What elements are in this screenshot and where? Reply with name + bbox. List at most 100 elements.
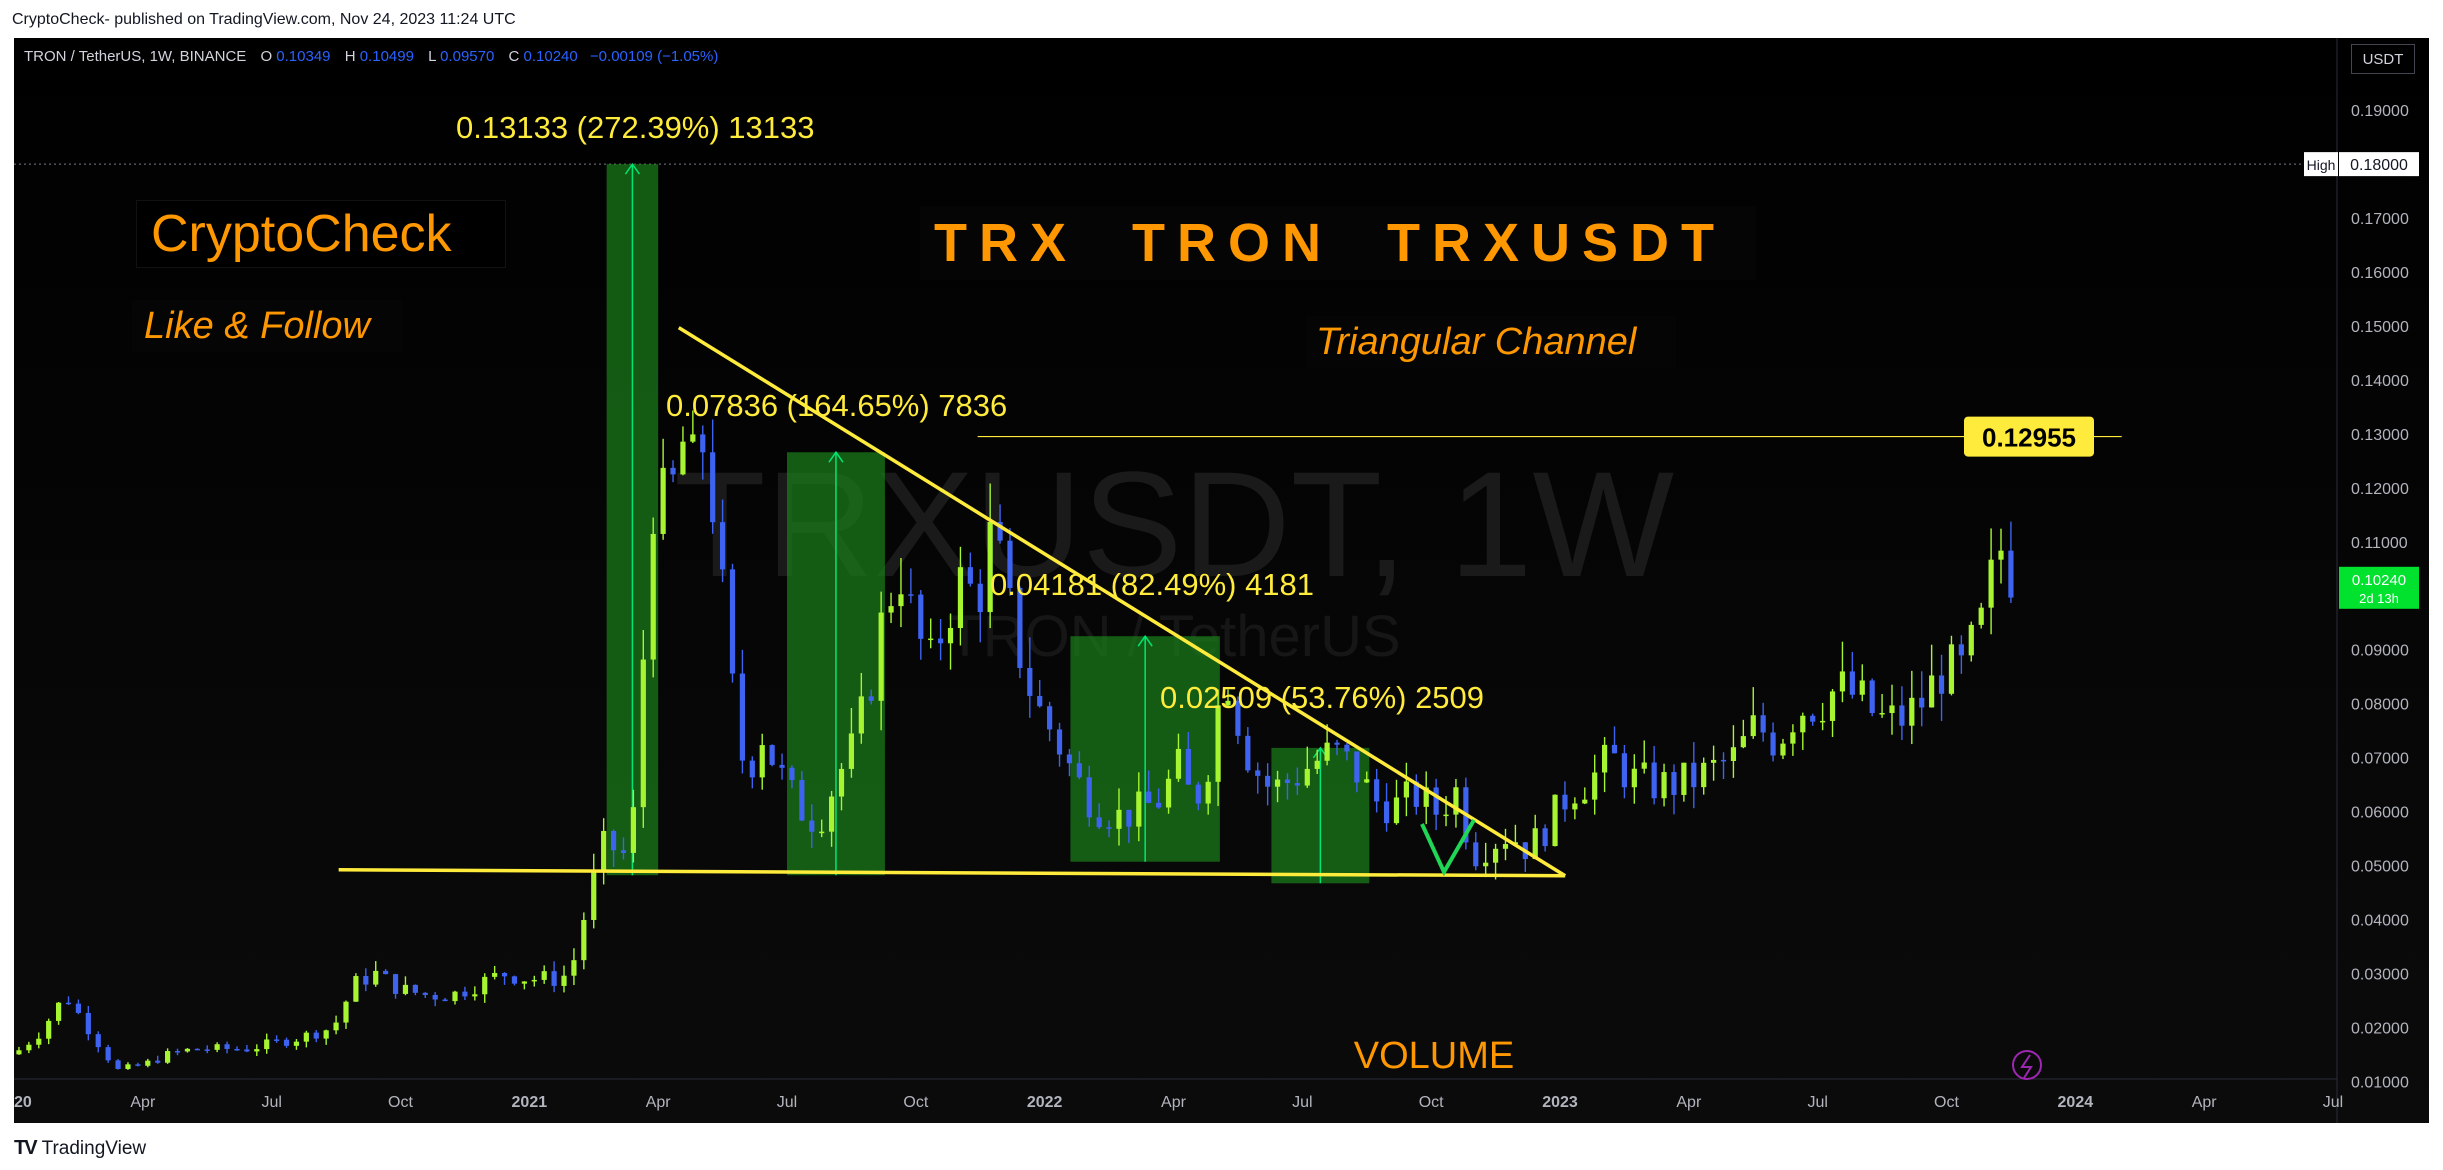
candle-body: [1284, 779, 1291, 784]
candle-body: [254, 1049, 260, 1052]
candle-body: [967, 567, 973, 584]
candle-body: [591, 870, 597, 920]
candle-body: [531, 979, 537, 982]
candle-body: [789, 767, 795, 781]
candle-body: [1423, 787, 1429, 807]
y-tick-label: 0.11000: [2351, 535, 2408, 552]
candle-body: [165, 1051, 171, 1063]
candle-body: [848, 733, 855, 769]
y-tick-label: 0.15000: [2351, 319, 2409, 336]
measure-label: 0.13133 (272.39%) 13133: [456, 110, 815, 145]
close-label: C: [508, 48, 520, 65]
candle-body: [95, 1034, 101, 1048]
trendline: [677, 326, 1567, 878]
candle-body: [432, 994, 438, 1000]
high-value-badge: [2339, 152, 2419, 177]
title-box: TRX TRON TRXUSDT: [920, 206, 1756, 280]
volume-label: VOLUME: [1354, 1035, 1514, 1077]
low-value: 0.09570: [440, 48, 495, 65]
candle-body: [838, 768, 845, 797]
candle-body: [1175, 748, 1182, 779]
candle-body: [521, 981, 527, 984]
candle-body: [630, 807, 636, 853]
publish-bar: CryptoCheck- published on TradingView.co…: [0, 0, 2443, 38]
measure-arrow-head: [1137, 634, 1153, 647]
target-badge: [1964, 416, 2094, 457]
candle-body: [1542, 828, 1548, 847]
symbol-title[interactable]: TRON / TetherUS, 1W, BINANCE: [24, 48, 247, 65]
x-tick-label: Oct: [1419, 1094, 1444, 1111]
candle-body: [1324, 742, 1330, 761]
candle-body: [174, 1051, 181, 1053]
candle-body: [858, 696, 864, 734]
candle-body: [1869, 680, 1875, 714]
tv-logo-text: TradingView: [41, 1137, 147, 1159]
measure-arrow-head: [624, 162, 641, 175]
candle-body: [1810, 715, 1816, 722]
x-tick-label: 2022: [1027, 1094, 1063, 1111]
x-tick-label: Apr: [1676, 1094, 1702, 1111]
candle-body: [135, 1064, 141, 1066]
candle-body: [333, 1022, 339, 1031]
candle-body: [194, 1048, 200, 1051]
candle-body: [1820, 720, 1826, 723]
candle-body: [1314, 760, 1320, 769]
candle-body: [1116, 809, 1122, 829]
candle-body: [1265, 775, 1271, 787]
tradingview-logo[interactable]: TV TradingView: [14, 1137, 146, 1160]
candle-body: [878, 612, 884, 701]
candle-body: [65, 1002, 72, 1005]
x-tick-label: Apr: [1161, 1094, 1187, 1111]
measure-label: 0.02509 (53.76%) 2509: [1160, 680, 1484, 715]
candle-body: [947, 628, 954, 644]
candle-body: [204, 1049, 210, 1051]
candle-body: [987, 521, 993, 613]
candle-body: [620, 850, 627, 853]
candle-body: [908, 594, 914, 596]
candle-body: [1344, 744, 1350, 752]
x-tick-label: Oct: [1934, 1094, 1959, 1111]
y-tick-label: 0.05000: [2351, 858, 2409, 875]
close-value: 0.10240: [523, 48, 578, 65]
candle-body: [1383, 801, 1390, 824]
x-tick-label: Apr: [130, 1094, 156, 1111]
candle-body: [1681, 762, 1687, 795]
candle-body: [828, 796, 835, 832]
x-tick-label: Oct: [903, 1094, 928, 1111]
candle-body: [214, 1044, 220, 1050]
open-label: O: [260, 48, 273, 65]
candle-body: [373, 970, 379, 985]
candle-body: [680, 441, 686, 475]
candle-body: [1215, 705, 1221, 782]
candle-body: [184, 1048, 191, 1052]
candle-body: [918, 594, 924, 639]
candle-body: [928, 638, 934, 641]
candle-body: [1691, 762, 1697, 788]
currency-selector[interactable]: USDT: [2351, 44, 2415, 74]
candle-body: [105, 1047, 111, 1061]
candle-body: [690, 434, 696, 442]
footer-bar: TV TradingView: [0, 1123, 2443, 1170]
y-tick-label: 0.03000: [2351, 966, 2409, 983]
candle-body: [710, 452, 716, 523]
candle-body: [16, 1050, 22, 1055]
candle-body: [1086, 777, 1092, 818]
x-tick-label: Apr: [646, 1094, 672, 1111]
candle-body: [2008, 550, 2014, 598]
x-tick-label: 2021: [512, 1094, 548, 1111]
candle-body: [1899, 705, 1905, 726]
candle-body: [1027, 667, 1033, 696]
like-follow-text: Like & Follow: [144, 304, 370, 347]
y-tick-label: 0.08000: [2351, 697, 2409, 714]
candle-body: [541, 971, 547, 980]
last-price-text: 0.10240: [2352, 572, 2406, 589]
y-tick-label: 0.14000: [2351, 373, 2409, 390]
candle-body: [492, 973, 498, 977]
low-label: L: [428, 48, 436, 65]
candle-body: [1146, 791, 1152, 803]
candle-body: [719, 522, 726, 570]
y-tick-label: 0.19000: [2351, 103, 2409, 120]
candle-body: [1304, 768, 1310, 786]
candle-body: [1800, 715, 1806, 733]
